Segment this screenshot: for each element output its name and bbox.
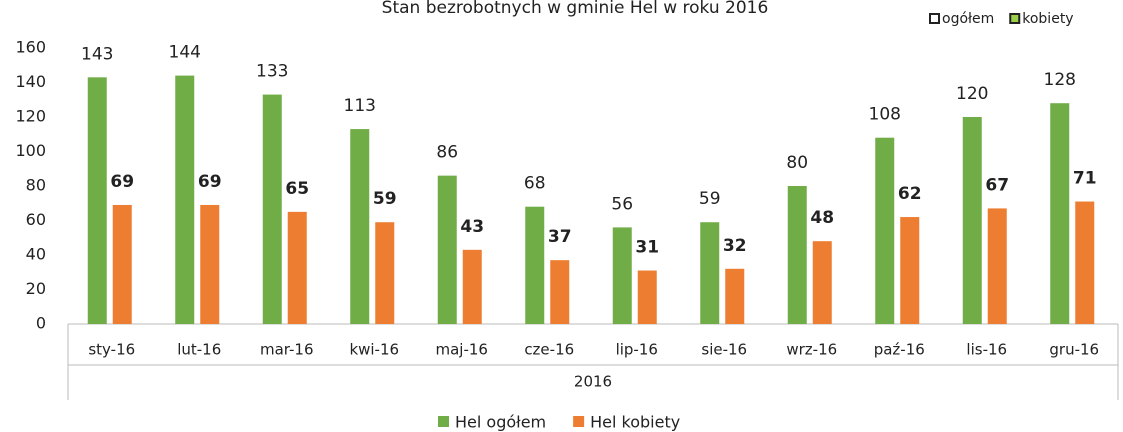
y-tick-label: 120 [15, 107, 46, 126]
value-label: 128 [1044, 70, 1076, 90]
y-tick-label: 80 [26, 176, 46, 195]
legend-label: Hel ogółem [455, 413, 546, 432]
bar [550, 260, 570, 324]
value-label: 71 [1073, 169, 1097, 189]
value-label: 108 [869, 105, 901, 125]
filter-box [1009, 13, 1021, 24]
value-label: 133 [256, 62, 288, 82]
bar [725, 268, 745, 324]
bar [87, 77, 107, 324]
x-tick-label: cze-16 [524, 341, 574, 359]
bar [350, 129, 370, 324]
bar [787, 186, 807, 324]
value-label: 56 [611, 194, 633, 214]
value-label: 120 [956, 84, 988, 104]
bar [375, 222, 395, 324]
x-tick-label: paź-16 [874, 341, 925, 359]
bar [812, 241, 832, 324]
x-tick-label: lis-16 [966, 341, 1007, 359]
value-label: 43 [460, 217, 484, 237]
group-label: 2016 [574, 373, 612, 391]
filter-label: ogółem [942, 11, 994, 27]
bar [525, 206, 545, 324]
legend-swatch [438, 416, 449, 427]
y-tick-label: 60 [26, 210, 46, 229]
value-label: 143 [81, 44, 113, 64]
bar [462, 249, 482, 324]
y-tick-label: 140 [15, 72, 46, 91]
bar [900, 217, 920, 324]
bar [1075, 201, 1095, 324]
chart-title: Stan bezrobotnych w gminie Hel w roku 20… [382, 0, 769, 18]
bar [287, 211, 307, 324]
bar [612, 227, 632, 324]
y-tick-label: 20 [26, 279, 46, 298]
bar [175, 75, 195, 324]
value-label: 86 [436, 143, 458, 163]
value-label: 69 [110, 172, 134, 192]
filter-box [929, 13, 940, 24]
y-tick-label: 0 [36, 314, 46, 333]
bar [112, 204, 132, 324]
bar [962, 117, 982, 324]
bar [987, 208, 1007, 324]
x-tick-label: lip-16 [616, 341, 658, 359]
x-tick-label: lut-16 [177, 341, 221, 359]
bar [700, 222, 720, 324]
bar [875, 137, 895, 324]
x-tick-label: maj-16 [436, 341, 488, 359]
value-label: 144 [169, 43, 201, 63]
filter-label: kobiety [1022, 11, 1073, 27]
y-tick-label: 40 [26, 245, 46, 264]
value-label: 37 [548, 227, 572, 247]
bar [262, 94, 282, 324]
bar [200, 204, 220, 324]
y-tick-label: 100 [15, 141, 46, 160]
x-tick-label: gru-16 [1049, 341, 1099, 359]
value-label: 80 [786, 153, 808, 173]
bar [1050, 103, 1070, 324]
y-tick-label: 160 [15, 38, 46, 57]
x-tick-label: mar-16 [260, 341, 314, 359]
legend-swatch [573, 416, 585, 427]
x-tick-label: sty-16 [88, 341, 135, 359]
value-label: 31 [635, 238, 659, 258]
value-label: 59 [373, 189, 397, 209]
value-label: 32 [723, 236, 747, 256]
bar [437, 175, 457, 324]
value-label: 62 [898, 184, 922, 204]
value-label: 65 [285, 179, 309, 199]
value-label: 48 [810, 208, 834, 228]
legend-label: Hel kobiety [590, 413, 680, 432]
value-label: 59 [699, 189, 721, 209]
x-tick-label: kwi-16 [349, 341, 399, 359]
bar [637, 270, 657, 324]
value-label: 67 [985, 175, 1009, 195]
value-label: 68 [524, 174, 546, 194]
value-label: 69 [198, 172, 222, 192]
x-tick-label: wrz-16 [786, 341, 837, 359]
x-tick-label: sie-16 [701, 341, 747, 359]
value-label: 113 [344, 96, 376, 116]
